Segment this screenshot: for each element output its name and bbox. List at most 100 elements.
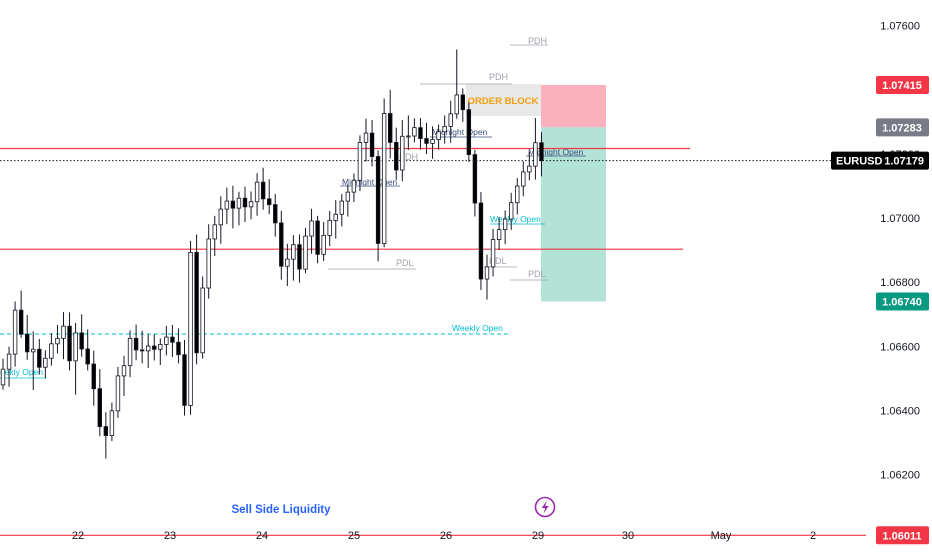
pdl-label: PDL — [396, 258, 414, 268]
candle-body — [460, 94, 465, 111]
candle — [484, 254, 490, 300]
price-badge-bg — [876, 118, 929, 137]
candle — [521, 161, 526, 197]
candle-body — [164, 336, 169, 345]
candle-body — [539, 142, 544, 162]
candle-body — [248, 201, 254, 208]
candle-body — [139, 349, 145, 352]
candle-body — [327, 219, 332, 236]
candle-body — [315, 220, 320, 255]
time-tick-label: 23 — [164, 530, 176, 542]
midnight-open-label: Midnight Open — [342, 177, 398, 187]
candle — [43, 350, 48, 379]
candle-body — [6, 353, 12, 370]
candle-body — [218, 208, 223, 226]
time-tick-label: 26 — [440, 530, 452, 542]
candle-body — [254, 181, 260, 203]
candle-body — [61, 325, 66, 339]
price-badge-label: 1.06740 — [882, 296, 922, 308]
candle-body — [406, 135, 411, 138]
candle-body — [339, 200, 344, 215]
price-badge: 1.06011 — [876, 526, 929, 545]
symbol-label: EURUSD — [836, 156, 883, 168]
candle-body — [200, 287, 205, 354]
candle — [242, 186, 248, 222]
price-badge-label: 1.06011 — [882, 530, 921, 542]
candle-body — [436, 131, 441, 140]
candle-body — [176, 341, 181, 356]
candle — [164, 325, 169, 356]
candle-body — [375, 156, 381, 244]
weekly-open-label: eekly Open — [0, 367, 43, 377]
candle-body — [79, 332, 84, 350]
candle — [133, 324, 139, 361]
price-badge-bg — [876, 526, 929, 545]
candle-body — [309, 220, 314, 237]
candle-body — [188, 252, 193, 406]
time-axis[interactable]: 22 23 24 25 26 29 30 May 2 — [72, 530, 816, 542]
candle-body — [478, 202, 484, 280]
candle — [115, 366, 121, 418]
candle — [248, 191, 254, 220]
candle — [502, 210, 508, 245]
candle-body — [466, 109, 472, 155]
candle — [212, 215, 217, 256]
time-tick-label: May — [711, 530, 732, 542]
weekly-open-label: Weekly Open — [490, 214, 541, 224]
candle-body — [363, 132, 369, 143]
candle-body — [502, 218, 508, 231]
candle — [387, 89, 393, 159]
candle — [152, 334, 157, 361]
candle-body — [527, 165, 532, 173]
price-tick-label: 1.06200 — [880, 470, 920, 482]
candle-body — [454, 94, 459, 115]
candle-body — [31, 348, 36, 353]
candle — [303, 227, 308, 274]
candle — [188, 240, 193, 415]
price-badge-label: 1.07283 — [882, 122, 922, 134]
candle — [369, 119, 375, 167]
midnight-open-label: Midnight Open — [432, 127, 488, 137]
candle — [339, 194, 344, 227]
pdh-label: PDH — [399, 152, 418, 162]
candle-body — [236, 197, 242, 209]
price-badge-bg — [876, 75, 929, 94]
candle-body — [43, 357, 48, 368]
price-badge-label: 1.07415 — [882, 80, 922, 92]
candle — [363, 118, 369, 162]
current-price-label: 1.07179 — [884, 156, 924, 168]
candle — [309, 208, 314, 254]
candle-body — [73, 332, 78, 362]
candle — [24, 314, 30, 360]
candle-body — [242, 197, 248, 208]
candle — [454, 49, 459, 119]
candle-body — [424, 138, 429, 144]
candle — [230, 185, 236, 229]
candle — [291, 235, 296, 281]
candle — [381, 98, 387, 248]
candle-body — [37, 348, 42, 368]
candle — [158, 338, 163, 365]
price-tick-label: 1.06800 — [880, 277, 920, 289]
stop-loss-zone — [541, 84, 606, 128]
candle-body — [212, 224, 217, 240]
candle — [109, 402, 115, 442]
candle — [333, 200, 338, 239]
price-badge: 1.06740 — [876, 292, 929, 311]
candle — [478, 192, 484, 290]
candle — [394, 127, 399, 180]
pdh-label: PDH — [489, 72, 508, 82]
candle — [103, 412, 109, 459]
candle — [430, 126, 435, 159]
candle — [97, 369, 102, 437]
candle — [194, 234, 199, 365]
candle-body — [291, 244, 296, 260]
candle — [49, 333, 54, 366]
candle-body — [297, 244, 302, 270]
candle — [406, 115, 411, 151]
lightning-icon[interactable] — [534, 496, 556, 518]
order-block-label: ORDER BLOCK — [468, 96, 539, 107]
candle — [145, 334, 151, 368]
weekly-open-label: Weekly Open — [452, 323, 503, 333]
